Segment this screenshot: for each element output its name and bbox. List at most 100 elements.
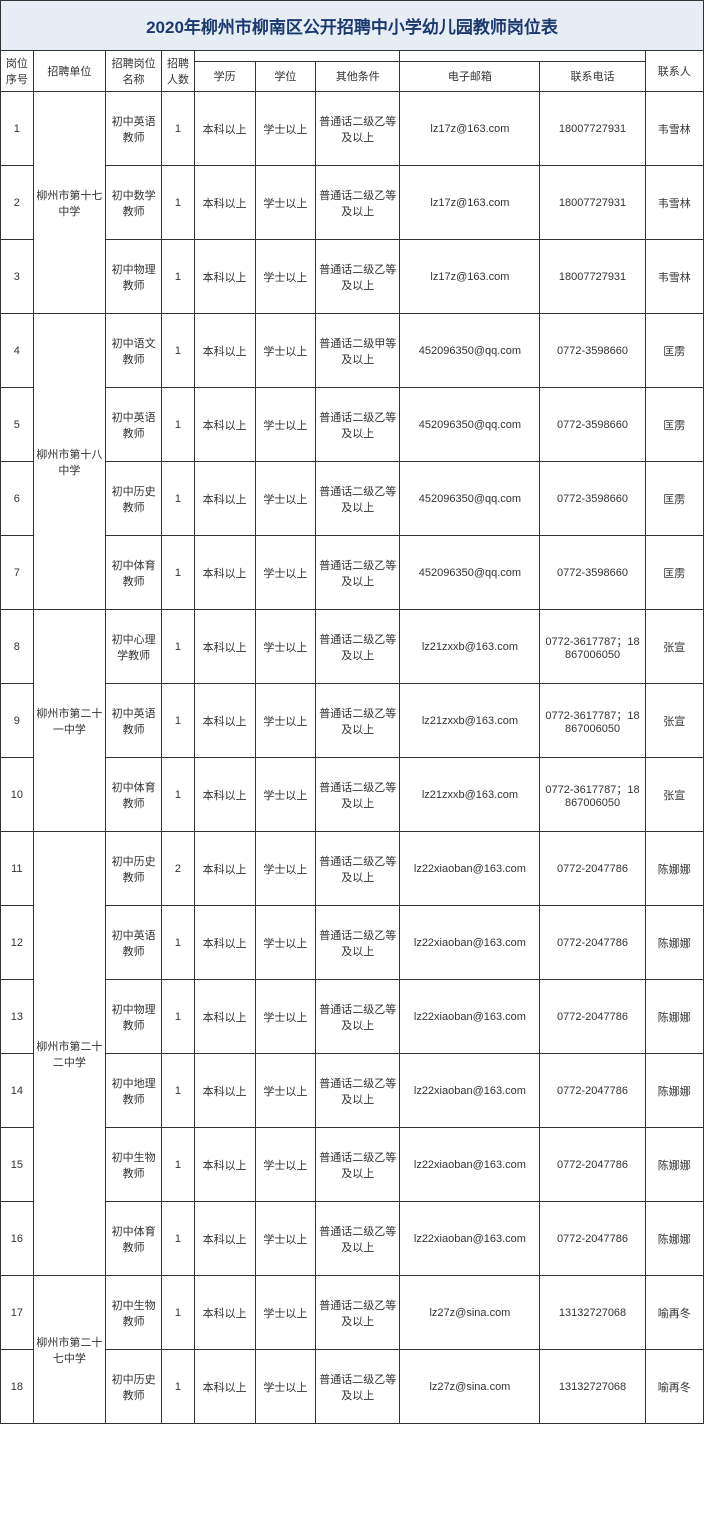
- cell-unit: 柳州市第二十七中学: [33, 1276, 105, 1424]
- cell-unit: 柳州市第二十一中学: [33, 610, 105, 832]
- cell-contact: 张宣: [645, 610, 703, 684]
- th-degree: 学位: [255, 61, 316, 91]
- cell-count: 1: [162, 980, 195, 1054]
- cell-other: 普通话二级乙等及以上: [316, 758, 400, 832]
- cell-degree: 学士以上: [255, 1054, 316, 1128]
- cell-contact: 韦雪林: [645, 92, 703, 166]
- cell-edu: 本科以上: [194, 166, 255, 240]
- cell-email: lz27z@sina.com: [400, 1276, 540, 1350]
- cell-email: lz27z@sina.com: [400, 1350, 540, 1424]
- table-row: 16初中体育教师1本科以上学士以上普通话二级乙等及以上lz22xiaoban@1…: [1, 1202, 704, 1276]
- cell-position: 初中历史教师: [106, 462, 162, 536]
- table-row: 14初中地理教师1本科以上学士以上普通话二级乙等及以上lz22xiaoban@1…: [1, 1054, 704, 1128]
- cell-email: lz22xiaoban@163.com: [400, 1202, 540, 1276]
- cell-contact: 陈娜娜: [645, 1202, 703, 1276]
- cell-contact: 陈娜娜: [645, 1128, 703, 1202]
- cell-position: 初中历史教师: [106, 832, 162, 906]
- cell-degree: 学士以上: [255, 906, 316, 980]
- th-count: 招聘人数: [162, 51, 195, 92]
- cell-count: 1: [162, 1202, 195, 1276]
- cell-other: 普通话二级乙等及以上: [316, 388, 400, 462]
- th-edu: 学历: [194, 61, 255, 91]
- cell-other: 普通话二级乙等及以上: [316, 1128, 400, 1202]
- cell-other: 普通话二级乙等及以上: [316, 832, 400, 906]
- cell-degree: 学士以上: [255, 166, 316, 240]
- cell-other: 普通话二级乙等及以上: [316, 1202, 400, 1276]
- cell-edu: 本科以上: [194, 462, 255, 536]
- table-row: 13初中物理教师1本科以上学士以上普通话二级乙等及以上lz22xiaoban@1…: [1, 980, 704, 1054]
- cell-seq: 14: [1, 1054, 34, 1128]
- cell-contact: 张宣: [645, 684, 703, 758]
- cell-other: 普通话二级乙等及以上: [316, 610, 400, 684]
- cell-count: 1: [162, 684, 195, 758]
- cell-phone: 13132727068: [540, 1350, 645, 1424]
- cell-degree: 学士以上: [255, 462, 316, 536]
- cell-position: 初中历史教师: [106, 1350, 162, 1424]
- cell-count: 2: [162, 832, 195, 906]
- cell-contact: 张宣: [645, 758, 703, 832]
- table-row: 2初中数学教师1本科以上学士以上普通话二级乙等及以上lz17z@163.com1…: [1, 166, 704, 240]
- cell-count: 1: [162, 1054, 195, 1128]
- cell-position: 初中英语教师: [106, 92, 162, 166]
- cell-count: 1: [162, 92, 195, 166]
- cell-position: 初中体育教师: [106, 536, 162, 610]
- cell-seq: 18: [1, 1350, 34, 1424]
- th-phone: 联系电话: [540, 61, 645, 91]
- cell-edu: 本科以上: [194, 240, 255, 314]
- cell-edu: 本科以上: [194, 610, 255, 684]
- cell-phone: 18007727931: [540, 166, 645, 240]
- cell-email: lz22xiaoban@163.com: [400, 1128, 540, 1202]
- cell-seq: 13: [1, 980, 34, 1054]
- cell-seq: 3: [1, 240, 34, 314]
- cell-degree: 学士以上: [255, 1202, 316, 1276]
- cell-position: 初中地理教师: [106, 1054, 162, 1128]
- cell-contact: 陈娜娜: [645, 832, 703, 906]
- cell-edu: 本科以上: [194, 1276, 255, 1350]
- cell-degree: 学士以上: [255, 314, 316, 388]
- cell-position: 初中英语教师: [106, 684, 162, 758]
- table-row: 12初中英语教师1本科以上学士以上普通话二级乙等及以上lz22xiaoban@1…: [1, 906, 704, 980]
- cell-position: 初中生物教师: [106, 1128, 162, 1202]
- cell-other: 普通话二级乙等及以上: [316, 1350, 400, 1424]
- cell-edu: 本科以上: [194, 906, 255, 980]
- cell-edu: 本科以上: [194, 536, 255, 610]
- cell-seq: 8: [1, 610, 34, 684]
- cell-other: 普通话二级乙等及以上: [316, 1054, 400, 1128]
- table-body: 1柳州市第十七中学初中英语教师1本科以上学士以上普通话二级乙等及以上lz17z@…: [1, 92, 704, 1424]
- th-contact: 联系人: [645, 51, 703, 92]
- table-row: 5初中英语教师1本科以上学士以上普通话二级乙等及以上452096350@qq.c…: [1, 388, 704, 462]
- th-seq: 岗位序号: [1, 51, 34, 92]
- cell-email: 452096350@qq.com: [400, 314, 540, 388]
- cell-email: 452096350@qq.com: [400, 536, 540, 610]
- cell-email: lz21zxxb@163.com: [400, 684, 540, 758]
- cell-seq: 11: [1, 832, 34, 906]
- cell-position: 初中语文教师: [106, 314, 162, 388]
- cell-other: 普通话二级甲等及以上: [316, 314, 400, 388]
- cell-phone: 0772-3598660: [540, 388, 645, 462]
- cell-email: lz22xiaoban@163.com: [400, 980, 540, 1054]
- cell-count: 1: [162, 1276, 195, 1350]
- cell-phone: 0772-2047786: [540, 1202, 645, 1276]
- cell-contact: 喻再冬: [645, 1276, 703, 1350]
- table-row: 4柳州市第十八中学初中语文教师1本科以上学士以上普通话二级甲等及以上452096…: [1, 314, 704, 388]
- cell-seq: 17: [1, 1276, 34, 1350]
- positions-table: 岗位序号 招聘单位 招聘岗位名称 招聘人数 联系人 学历 学位 其他条件 电子邮…: [0, 50, 704, 1424]
- cell-edu: 本科以上: [194, 1128, 255, 1202]
- table-row: 8柳州市第二十一中学初中心理学教师1本科以上学士以上普通话二级乙等及以上lz21…: [1, 610, 704, 684]
- cell-phone: 0772-3598660: [540, 536, 645, 610]
- table-row: 17柳州市第二十七中学初中生物教师1本科以上学士以上普通话二级乙等及以上lz27…: [1, 1276, 704, 1350]
- cell-count: 1: [162, 166, 195, 240]
- cell-edu: 本科以上: [194, 832, 255, 906]
- cell-degree: 学士以上: [255, 1276, 316, 1350]
- cell-email: lz22xiaoban@163.com: [400, 832, 540, 906]
- cell-phone: 0772-3617787；18867006050: [540, 758, 645, 832]
- cell-degree: 学士以上: [255, 758, 316, 832]
- cell-edu: 本科以上: [194, 758, 255, 832]
- cell-email: lz17z@163.com: [400, 166, 540, 240]
- th-email: 电子邮箱: [400, 61, 540, 91]
- cell-edu: 本科以上: [194, 314, 255, 388]
- cell-other: 普通话二级乙等及以上: [316, 240, 400, 314]
- cell-position: 初中心理学教师: [106, 610, 162, 684]
- cell-other: 普通话二级乙等及以上: [316, 462, 400, 536]
- cell-email: lz17z@163.com: [400, 240, 540, 314]
